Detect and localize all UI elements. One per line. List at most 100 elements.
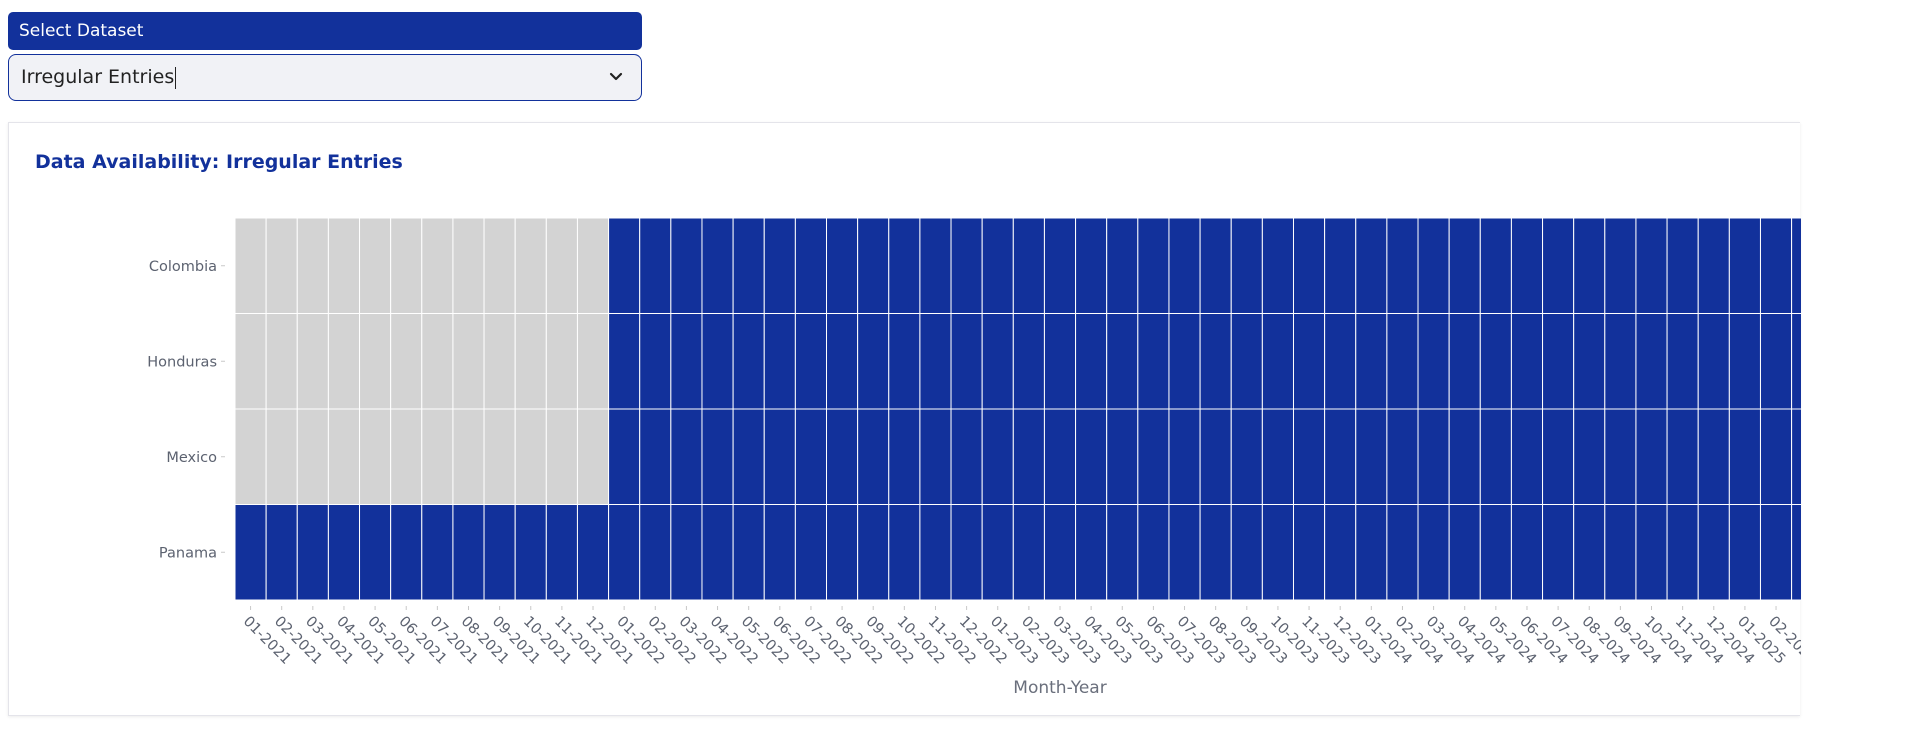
- heatmap-cell: [1012, 408, 1045, 505]
- heatmap-cell: [545, 313, 578, 410]
- heatmap-cell: [1292, 504, 1326, 601]
- heatmap-cell: [1542, 504, 1575, 601]
- heatmap-cell: [701, 313, 734, 410]
- heatmap-cell: [1292, 408, 1326, 505]
- heatmap-cell: [421, 313, 454, 410]
- heatmap-cell: [857, 217, 890, 314]
- heatmap-cell: [452, 217, 485, 314]
- heatmap-cell: [1542, 408, 1575, 505]
- heatmap-cell: [670, 217, 703, 314]
- heatmap-cell: [1199, 217, 1232, 314]
- heatmap-cell: [950, 313, 983, 410]
- heatmap-cell: [1604, 313, 1637, 410]
- heatmap-cell: [826, 408, 859, 505]
- heatmap-cell: [919, 313, 952, 410]
- heatmap-cell: [1261, 217, 1294, 314]
- heatmap-cell: [794, 504, 828, 601]
- heatmap-cell: [1728, 504, 1761, 601]
- heatmap-cell: [1137, 408, 1170, 505]
- heatmap-cell: [1791, 313, 1801, 410]
- heatmap-cell: [514, 504, 547, 601]
- heatmap-cell: [1573, 313, 1606, 410]
- heatmap-cell: [639, 313, 672, 410]
- heatmap-cell: [1759, 504, 1793, 601]
- heatmap-cell: [327, 313, 361, 410]
- heatmap-cell: [1417, 408, 1450, 505]
- heatmap-cell: [608, 313, 641, 410]
- heatmap-cell: [1230, 313, 1263, 410]
- heatmap-cell: [701, 408, 734, 505]
- heatmap-cell: [1355, 313, 1388, 410]
- heatmap-cell: [888, 504, 921, 601]
- heatmap-cell: [1386, 408, 1419, 505]
- heatmap-cell: [514, 408, 547, 505]
- heatmap-cell: [327, 504, 361, 601]
- heatmap-cell: [639, 217, 672, 314]
- heatmap-cell: [1573, 504, 1606, 601]
- heatmap-cell: [1697, 217, 1730, 314]
- heatmap-cell: [1106, 313, 1139, 410]
- heatmap-cell: [763, 313, 796, 410]
- heatmap-cell: [1666, 504, 1699, 601]
- heatmap-cell: [1697, 408, 1730, 505]
- heatmap-cell: [1199, 313, 1232, 410]
- heatmap-cell: [1479, 313, 1512, 410]
- heatmap-cell: [857, 313, 890, 410]
- heatmap-cell: [327, 408, 361, 505]
- heatmap-cell: [1479, 504, 1512, 601]
- heatmap-cell: [1604, 217, 1637, 314]
- heatmap-cell: [1635, 504, 1668, 601]
- heatmap-cell: [1168, 408, 1201, 505]
- chart-title: Data Availability: Irregular Entries: [35, 151, 403, 173]
- heatmap-cell: [1510, 504, 1544, 601]
- y-tick-label: Colombia: [149, 259, 217, 275]
- heatmap-cell: [1230, 408, 1263, 505]
- heatmap-cell: [763, 504, 796, 601]
- heatmap-cell: [981, 408, 1014, 505]
- heatmap-cell: [857, 504, 890, 601]
- heatmap-cell: [1292, 217, 1326, 314]
- heatmap-cell: [1075, 504, 1108, 601]
- dataset-select-value[interactable]: Irregular Entries: [21, 55, 176, 100]
- chevron-down-icon[interactable]: [605, 66, 627, 88]
- heatmap-cell: [1448, 408, 1481, 505]
- heatmap-cell: [1666, 217, 1699, 314]
- heatmap-cell: [1791, 408, 1801, 505]
- y-tick-label: Panama: [159, 545, 217, 561]
- heatmap-cell: [919, 408, 952, 505]
- heatmap-cell: [1510, 313, 1544, 410]
- heatmap-cell: [1604, 504, 1637, 601]
- heatmap-cell: [234, 408, 267, 505]
- heatmap-cell: [576, 504, 610, 601]
- heatmap-cell: [483, 217, 516, 314]
- heatmap-cell: [1791, 217, 1801, 314]
- heatmap-cell: [794, 217, 828, 314]
- heatmap-cell: [919, 217, 952, 314]
- heatmap-cell: [234, 313, 267, 410]
- heatmap-cell: [1386, 217, 1419, 314]
- heatmap-cell: [826, 217, 859, 314]
- heatmap-cell: [732, 504, 765, 601]
- heatmap-cell: [1075, 313, 1108, 410]
- heatmap-cell: [545, 504, 578, 601]
- heatmap-cell: [390, 217, 423, 314]
- heatmap-cell: [390, 504, 423, 601]
- heatmap-cell: [1168, 313, 1201, 410]
- heatmap-cell: [794, 408, 828, 505]
- heatmap-cell: [1324, 504, 1357, 601]
- heatmap-cell: [1012, 504, 1045, 601]
- heatmap-cell: [1635, 217, 1668, 314]
- heatmap-cell: [1573, 408, 1606, 505]
- heatmap-cell: [950, 504, 983, 601]
- heatmap-cell: [265, 408, 298, 505]
- heatmap-cell: [1355, 504, 1388, 601]
- dataset-select[interactable]: Irregular Entries: [8, 54, 642, 101]
- heatmap-cell: [1043, 313, 1077, 410]
- heatmap-cell: [1106, 408, 1139, 505]
- heatmap-cell: [1230, 504, 1263, 601]
- heatmap-cell: [1728, 408, 1761, 505]
- heatmap-cell: [452, 408, 485, 505]
- heatmap-cell: [950, 217, 983, 314]
- heatmap-cell: [296, 504, 329, 601]
- heatmap-cell: [452, 504, 485, 601]
